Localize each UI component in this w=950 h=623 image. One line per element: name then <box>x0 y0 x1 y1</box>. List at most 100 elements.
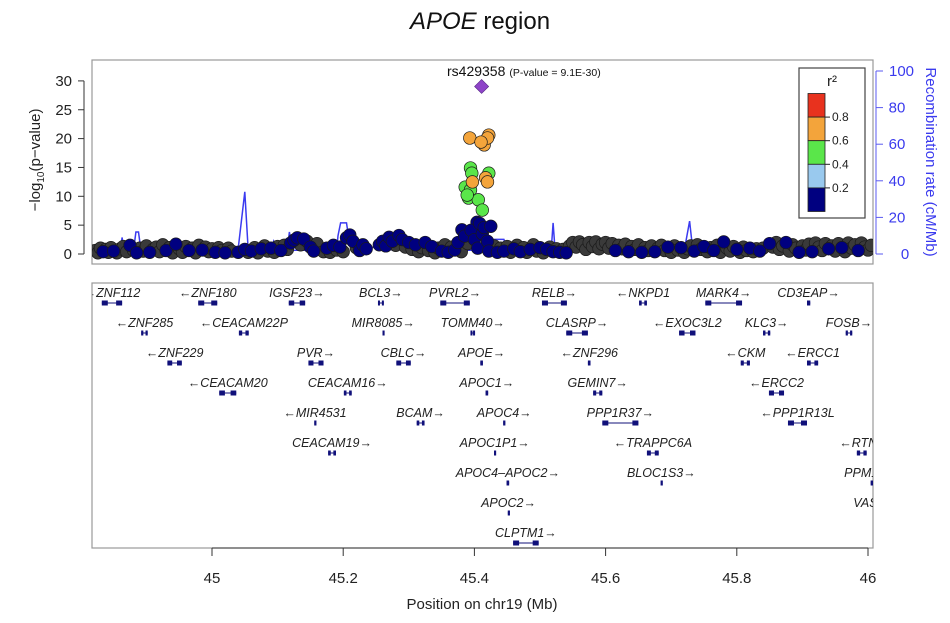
gene-exon <box>541 300 548 306</box>
snp-point <box>129 246 144 260</box>
gene-clptm1: CLPTM1→ <box>495 526 557 546</box>
gene-exon <box>845 330 848 336</box>
gene-znf285: ←ZNF285 <box>116 316 174 336</box>
snp-point <box>851 243 865 258</box>
gene-exon <box>101 300 108 306</box>
snp-point <box>106 244 121 258</box>
gene-label: BLOC1S3→ <box>627 466 696 480</box>
gene-exon <box>318 360 324 366</box>
gene-exon <box>167 360 173 366</box>
snp-point <box>474 135 488 149</box>
gene-label: ←ERCC1 <box>785 346 840 360</box>
gene-exon <box>405 360 411 366</box>
y-axis-label: −log10(p−value) <box>27 109 47 212</box>
snp-point <box>460 188 474 202</box>
gene-exon <box>581 330 588 336</box>
gene-exon <box>513 540 520 546</box>
y-axis-left: 0 5 10 15 20 25 30 <box>55 73 85 263</box>
gene-label: FOSB→ <box>826 316 873 330</box>
gene-cd3eap: CD3EAP→ <box>777 286 840 306</box>
snp-point <box>635 245 649 259</box>
gene-apoe: APOE→ <box>457 346 505 366</box>
x-tick-label: 45.8 <box>722 570 751 587</box>
gene-mir8085: MIR8085→ <box>352 316 415 336</box>
gene-exon <box>507 480 510 486</box>
gene-exon <box>593 390 597 396</box>
gene-label: ←NKPD1 <box>616 286 670 300</box>
gene-label: ←ERCC2 <box>749 376 804 390</box>
snp-point <box>648 245 662 259</box>
legend-color-swatch <box>807 163 826 189</box>
gene-apoc4: APOC4→ <box>476 406 532 426</box>
gene-exon <box>767 330 771 336</box>
gene-gemin7: GEMIN7→ <box>568 376 628 396</box>
gene-mark4: MARK4→ <box>696 286 752 306</box>
gene-label: VASP→ <box>853 496 898 510</box>
gene-bcam: BCAM→ <box>396 406 445 426</box>
gene-exon <box>486 390 489 396</box>
gene-cblc: CBLC→ <box>381 346 426 366</box>
gene-label: CLASRP→ <box>546 316 609 330</box>
gene-exon <box>503 420 506 426</box>
gene-exon <box>690 330 696 336</box>
gene-exon <box>602 420 609 426</box>
gene-exon <box>763 330 766 336</box>
gene-exon <box>328 450 331 456</box>
gene-label: APOC1P1→ <box>459 436 530 450</box>
y2-tick-label: 20 <box>889 209 906 226</box>
gene-exon <box>560 300 567 306</box>
gene-ckm: ←CKM <box>725 346 766 366</box>
gene-pvr: PVR→ <box>297 346 335 366</box>
snp-point <box>218 246 232 260</box>
gene-relb: RELB→ <box>532 286 577 306</box>
gene-exon <box>863 450 867 456</box>
gene-exon <box>377 300 380 306</box>
gene-label: APOC4→ <box>476 406 532 420</box>
gene-exon <box>463 300 470 306</box>
gene-vasp: VASP→ <box>853 496 898 510</box>
lead-snp-diamond <box>474 78 490 94</box>
gene-exon <box>632 420 639 426</box>
gene-label: CEACAM16→ <box>308 376 388 390</box>
gene-exon <box>177 360 182 366</box>
snp-point <box>717 235 731 249</box>
gene-label: ←CKM <box>725 346 766 360</box>
gene-exon <box>599 390 603 396</box>
snp-point <box>359 242 373 256</box>
snp-point <box>821 242 836 256</box>
gene-exon <box>349 390 352 396</box>
gene-label: ←ZNF285 <box>116 316 174 330</box>
gene-exon <box>473 330 476 336</box>
gene-exon <box>588 360 591 366</box>
gene-exon <box>566 330 573 336</box>
gene-exon <box>211 300 218 306</box>
gene-label: ←ZNF296 <box>560 346 618 360</box>
gene-clasrp: CLASRP→ <box>546 316 609 336</box>
snp-point <box>475 203 489 217</box>
gene-label: APOC4–APOC2→ <box>455 466 560 480</box>
gene-apoc1p1: APOC1P1→ <box>459 436 530 456</box>
gene-label: PPP1R37→ <box>587 406 654 420</box>
gene-label: GEMIN7→ <box>568 376 628 390</box>
gene-panel <box>91 282 874 549</box>
gene-exon <box>660 480 663 486</box>
legend-label: 0.2 <box>832 181 849 195</box>
legend-label: 0.8 <box>832 110 849 124</box>
gene-apoc4-apoc2: APOC4–APOC2→ <box>455 466 560 486</box>
gene-ppm1n: PPM1N→ <box>844 466 873 486</box>
gene-exoc3l2: ←EXOC3L2 <box>653 316 722 336</box>
gene-ppp1r37: PPP1R37→ <box>587 406 654 426</box>
gene-ceacam20: ←CEACAM20 <box>188 376 268 396</box>
snp-point <box>333 240 347 254</box>
gene-track: ←ZNF112 ←ZNF180 IGSF23→ BCL3→ PVRL2→ RELB→ ←NK… <box>84 286 898 546</box>
gene-label: ←ZNF112 <box>84 286 141 300</box>
gene-label: ←MIR4531 <box>283 406 346 420</box>
gene-pvrl2: PVRL2→ <box>429 286 481 306</box>
gene-label: MARK4→ <box>696 286 752 300</box>
gene-exon <box>705 300 712 306</box>
y2-tick-label: 80 <box>889 100 906 117</box>
x-tick-label: 45 <box>204 570 221 587</box>
gene-label: PVRL2→ <box>429 286 481 300</box>
gene-exon <box>808 300 811 306</box>
gene-ceacam19: CEACAM19→ <box>292 436 372 456</box>
